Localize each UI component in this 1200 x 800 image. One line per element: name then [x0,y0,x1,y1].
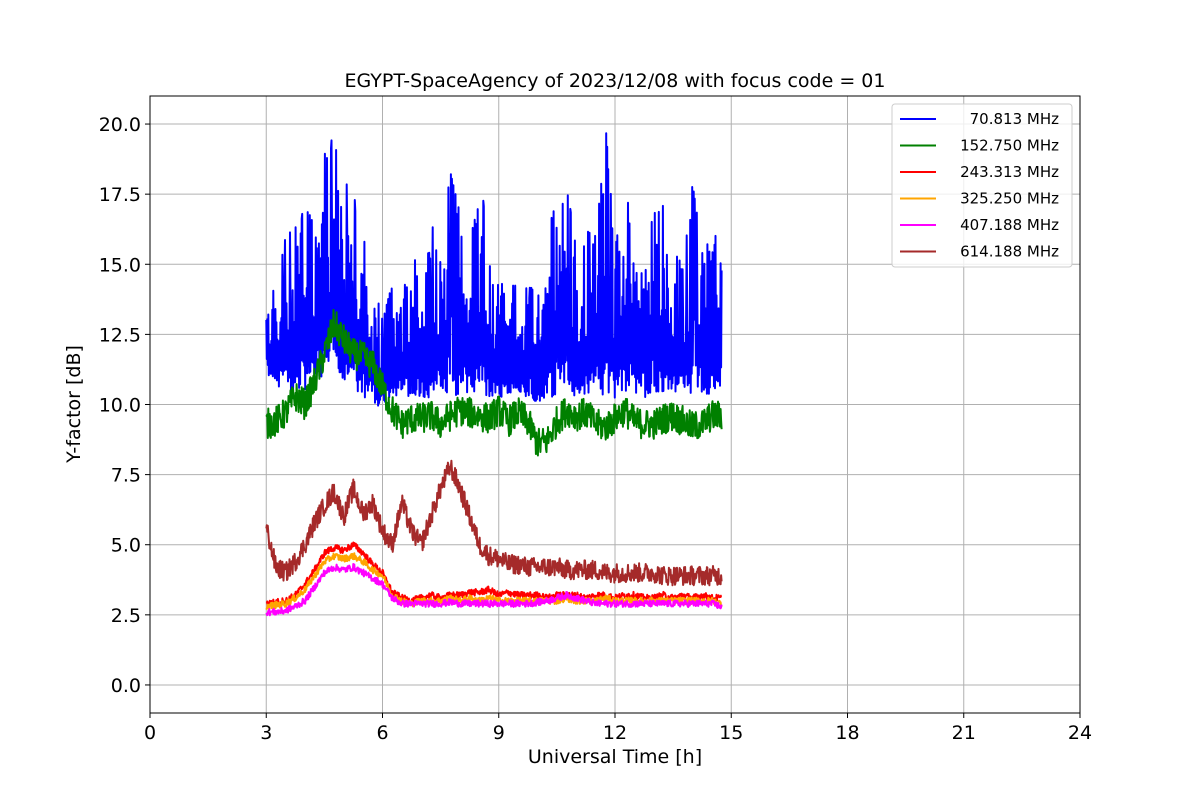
chart-title: EGYPT-SpaceAgency of 2023/12/08 with foc… [345,70,886,92]
legend-label: 325.250 MHz [960,190,1059,208]
y-tick-label: 5.0 [111,535,141,557]
y-tick-label: 15.0 [99,254,141,276]
x-tick-label: 0 [144,722,156,744]
x-axis-label: Universal Time [h] [528,746,702,768]
y-tick-label: 12.5 [99,324,141,346]
y-tick-label: 10.0 [99,395,141,417]
series-line-2 [265,308,723,457]
y-tick-label: 7.5 [111,465,141,487]
x-tick-label: 6 [376,722,388,744]
series-line-1 [265,132,723,407]
legend-label: 152.750 MHz [960,137,1059,155]
x-tick-label: 15 [719,722,743,744]
x-tick-label: 24 [1068,722,1092,744]
x-tick-label: 3 [260,722,272,744]
legend-label: 243.313 MHz [960,163,1059,181]
y-axis-label: Y-factor [dB] [63,345,85,464]
legend-label: 614.188 MHz [960,243,1059,261]
x-tick-label: 9 [493,722,505,744]
series-line-5 [265,563,723,617]
series-layer [265,132,723,617]
legend-box [891,103,1073,268]
y-tick-label: 2.5 [111,605,141,627]
y-tick-label: 17.5 [99,184,141,206]
legend-label: 70.813 MHz [970,110,1059,128]
x-tick-label: 21 [952,722,976,744]
x-tick-label: 18 [835,722,859,744]
legend-label: 407.188 MHz [960,216,1059,234]
x-tick-label: 12 [603,722,627,744]
y-tick-label: 20.0 [99,114,141,136]
tick-layer: 0 3 6 9 12 15 18 21 24 0.0 2.5 5.0 7.5 10.0 12.5 15.0 17… [99,114,1092,744]
y-tick-label: 0.0 [111,675,141,697]
series-line-6 [265,459,723,587]
legend: 70.813 MHz 152.750 MHz 243.313 MHz 325.250 … [891,103,1073,268]
